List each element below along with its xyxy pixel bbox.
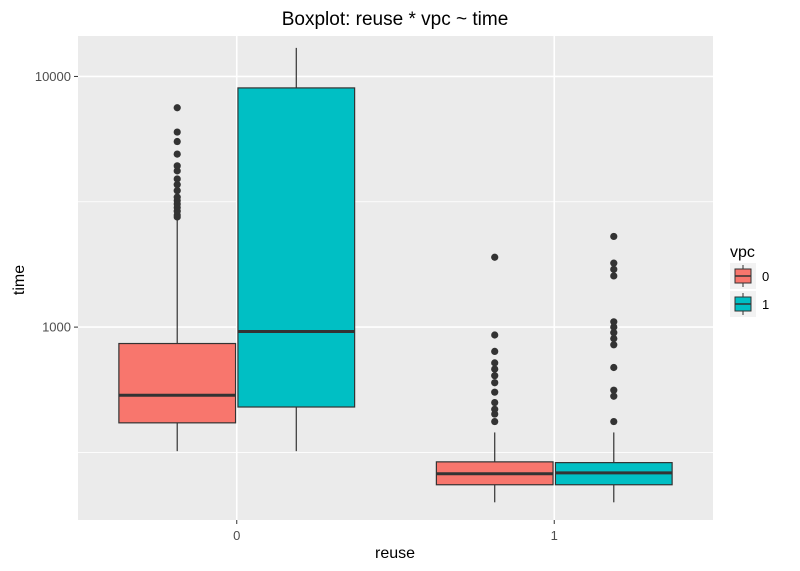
chart-title: Boxplot: reuse * vpc ~ time bbox=[282, 9, 509, 30]
outlier-point bbox=[491, 253, 499, 261]
box-group-vpc0-reuse1 bbox=[435, 253, 554, 503]
outlier-point bbox=[491, 388, 499, 396]
outlier-point bbox=[610, 232, 618, 241]
outlier-point bbox=[173, 104, 181, 112]
outlier-point bbox=[610, 386, 618, 394]
outlier-point bbox=[610, 323, 618, 331]
box bbox=[118, 342, 237, 424]
outlier-point bbox=[491, 365, 499, 373]
outlier-point bbox=[173, 193, 181, 201]
plot-panel bbox=[78, 36, 713, 520]
box-group-vpc1-reuse1 bbox=[554, 232, 673, 503]
outlier-point bbox=[491, 417, 499, 426]
y-axis-title: time bbox=[11, 265, 28, 295]
outlier-point bbox=[610, 334, 618, 343]
outlier-point bbox=[173, 187, 181, 195]
outlier-point bbox=[610, 363, 618, 372]
legend-key-0 bbox=[730, 263, 756, 289]
outlier-point bbox=[173, 167, 181, 175]
legend-label: 1 bbox=[762, 297, 769, 312]
box-group-vpc0-reuse0 bbox=[118, 104, 237, 452]
outlier-point bbox=[491, 405, 499, 413]
outlier-point bbox=[173, 175, 181, 183]
y-tick-label: 10000 bbox=[35, 69, 71, 84]
outlier-point bbox=[610, 329, 618, 337]
outlier-point bbox=[491, 398, 499, 407]
y-tick-label: 1000 bbox=[42, 320, 71, 335]
outlier-point bbox=[610, 265, 618, 273]
outlier-point bbox=[173, 150, 181, 158]
legend-key-1 bbox=[730, 291, 756, 317]
legend-label: 0 bbox=[762, 269, 769, 284]
legend: vpc 0 1 bbox=[730, 244, 769, 317]
outlier-point bbox=[173, 137, 181, 146]
legend-title: vpc bbox=[730, 244, 755, 261]
outlier-point bbox=[610, 341, 618, 349]
outlier-point bbox=[610, 417, 618, 426]
box-group-vpc1-reuse0 bbox=[237, 47, 356, 452]
grid-lines bbox=[78, 36, 713, 520]
x-axis-title: reuse bbox=[375, 545, 415, 562]
outlier-point bbox=[610, 318, 618, 326]
x-tick-label: 0 bbox=[233, 528, 240, 543]
outlier-point bbox=[610, 392, 618, 400]
x-tick-label: 1 bbox=[551, 528, 558, 543]
outlier-point bbox=[491, 359, 499, 367]
outlier-point bbox=[173, 181, 181, 189]
axis-ticks: 1000 10000 0 1 bbox=[35, 69, 558, 543]
outlier-point bbox=[173, 162, 181, 170]
box-marks bbox=[118, 47, 673, 503]
outlier-point bbox=[491, 347, 499, 355]
box bbox=[237, 87, 356, 408]
outlier-point bbox=[173, 128, 181, 136]
outlier-point bbox=[491, 372, 499, 380]
outlier-point bbox=[491, 379, 499, 387]
outlier-point bbox=[610, 259, 618, 267]
outlier-point bbox=[491, 331, 499, 339]
outlier-point bbox=[610, 272, 618, 280]
